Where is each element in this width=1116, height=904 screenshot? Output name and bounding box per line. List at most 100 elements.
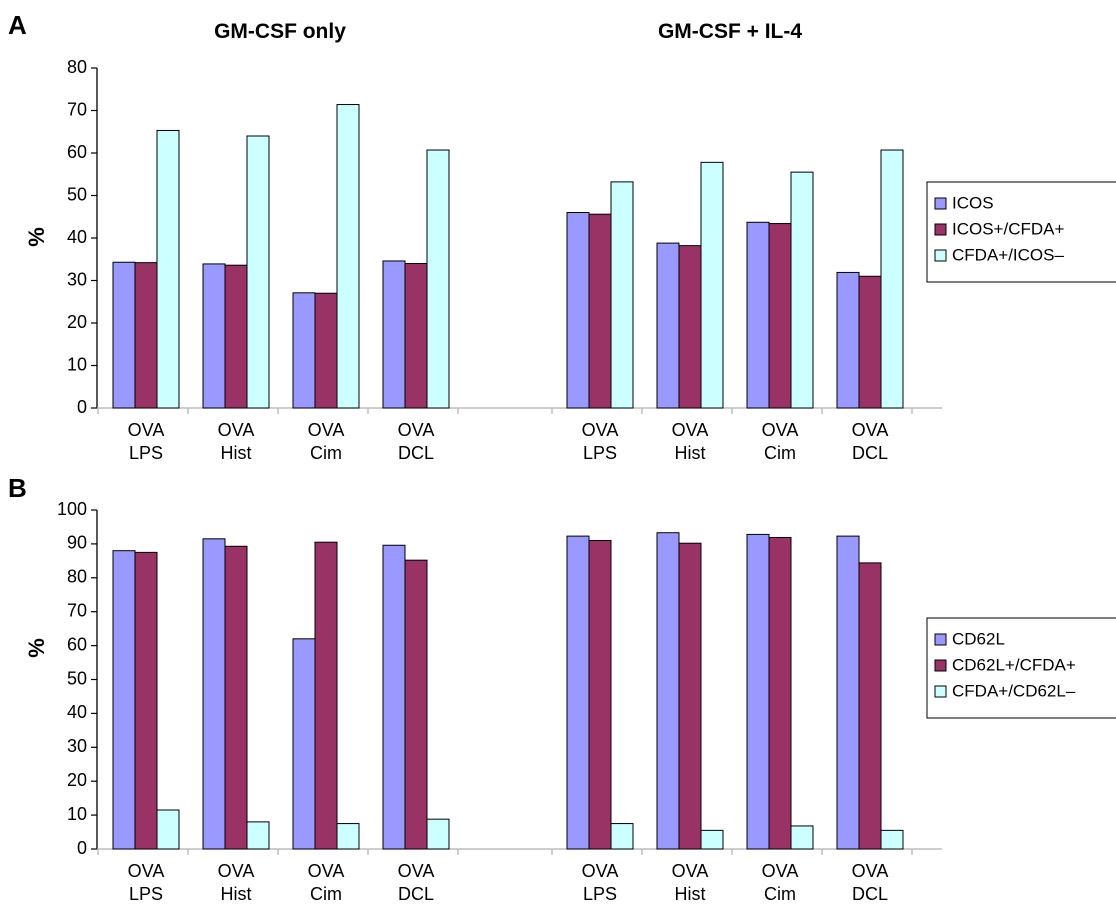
legend-swatch xyxy=(934,685,947,698)
bar xyxy=(156,809,180,850)
bar xyxy=(292,638,316,850)
bar xyxy=(790,825,814,850)
y-axis-label: % xyxy=(24,227,49,247)
bar xyxy=(678,542,702,850)
category-label: OVA xyxy=(762,861,799,881)
bar xyxy=(768,223,792,409)
category-label: OVA xyxy=(308,420,345,440)
bar xyxy=(202,263,226,409)
category-label: OVA xyxy=(852,420,889,440)
category-label: LPS xyxy=(583,443,617,463)
legend-label: CFDA+/CD62L– xyxy=(952,681,1076,700)
y-tick-label: 0 xyxy=(77,397,87,417)
bar xyxy=(246,821,270,850)
category-label: OVA xyxy=(218,420,255,440)
bar xyxy=(134,551,158,850)
category-label: Hist xyxy=(675,443,706,463)
bar xyxy=(836,535,860,850)
panel-a-label: A xyxy=(8,10,27,40)
y-tick-label: 20 xyxy=(67,312,87,332)
legend-label: ICOS xyxy=(952,193,994,212)
y-tick-label: 50 xyxy=(67,184,87,204)
category-label: Hist xyxy=(675,884,706,904)
bar xyxy=(610,823,634,850)
category-label: OVA xyxy=(218,861,255,881)
category-label: OVA xyxy=(582,861,619,881)
bar xyxy=(656,242,680,409)
category-label: Hist xyxy=(221,443,252,463)
bar xyxy=(880,829,904,850)
bar xyxy=(790,171,814,409)
y-tick-label: 30 xyxy=(67,736,87,756)
bar xyxy=(656,532,680,850)
category-label: OVA xyxy=(672,861,709,881)
bar xyxy=(134,262,158,409)
category-label: LPS xyxy=(129,443,163,463)
category-label: OVA xyxy=(308,861,345,881)
bar xyxy=(292,292,316,409)
group-title-right: GM-CSF + IL-4 xyxy=(658,20,802,43)
category-label: OVA xyxy=(672,420,709,440)
y-tick-label: 90 xyxy=(67,533,87,553)
bar xyxy=(112,550,136,850)
y-tick-label: 10 xyxy=(67,354,87,374)
y-axis-label: % xyxy=(24,638,49,658)
bar xyxy=(566,212,590,409)
y-tick-label: 80 xyxy=(67,57,87,77)
legend-box xyxy=(926,181,1116,283)
category-label: OVA xyxy=(398,420,435,440)
group-title-left: GM-CSF only xyxy=(214,20,346,43)
bar xyxy=(224,545,248,850)
legend-swatch xyxy=(934,659,947,672)
category-label: DCL xyxy=(852,443,888,463)
legend-swatch xyxy=(934,197,947,210)
bar xyxy=(768,536,792,850)
y-tick-label: 40 xyxy=(67,702,87,722)
bar xyxy=(382,544,406,850)
y-tick-label: 0 xyxy=(77,838,87,858)
bar xyxy=(746,221,770,409)
y-tick-label: 80 xyxy=(67,567,87,587)
y-tick-label: 70 xyxy=(67,600,87,620)
bar xyxy=(588,540,612,850)
bar xyxy=(836,271,860,409)
bar xyxy=(588,213,612,409)
bar xyxy=(224,264,248,409)
category-label: OVA xyxy=(762,420,799,440)
category-label: Cim xyxy=(310,884,342,904)
category-label: LPS xyxy=(129,884,163,904)
legend-label: CD62L+/CFDA+ xyxy=(952,655,1076,674)
y-tick-label: 70 xyxy=(67,99,87,119)
legend-swatch xyxy=(934,223,947,236)
category-label: LPS xyxy=(583,884,617,904)
bar xyxy=(880,149,904,409)
legend-label: ICOS+/CFDA+ xyxy=(952,219,1064,238)
y-tick-label: 50 xyxy=(67,668,87,688)
bar xyxy=(610,181,634,409)
bar xyxy=(156,129,180,409)
bar xyxy=(858,562,882,850)
bar xyxy=(112,261,136,409)
y-tick-label: 60 xyxy=(67,142,87,162)
bar xyxy=(426,149,450,409)
bar xyxy=(246,135,270,409)
bar xyxy=(314,292,338,409)
y-tick-label: 60 xyxy=(67,634,87,654)
chart-panel-a: % 0 10 20 30 40 50 60 70 80 OVA LPS OVA Hist OVA Cim OVA… xyxy=(24,57,1116,463)
bar xyxy=(746,533,770,850)
bar xyxy=(404,263,428,409)
category-label: OVA xyxy=(128,420,165,440)
legend-label: CFDA+/ICOS– xyxy=(952,245,1064,264)
category-label: OVA xyxy=(128,861,165,881)
legend-swatch xyxy=(934,633,947,646)
category-label: OVA xyxy=(582,420,619,440)
bar xyxy=(336,104,360,409)
bar xyxy=(858,275,882,409)
bar xyxy=(700,161,724,409)
y-tick-label: 40 xyxy=(67,227,87,247)
bar xyxy=(314,541,338,850)
y-tick-label: 20 xyxy=(67,770,87,790)
category-label: OVA xyxy=(398,861,435,881)
category-label: DCL xyxy=(852,884,888,904)
